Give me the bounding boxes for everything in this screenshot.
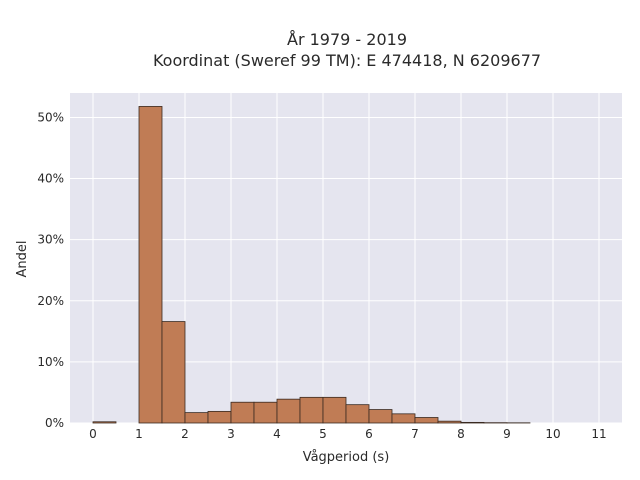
y-tick-label: 50% bbox=[37, 110, 64, 124]
histogram-bar bbox=[184, 412, 209, 424]
x-axis-label: Vågperiod (s) bbox=[303, 450, 390, 465]
x-tick-label: 9 bbox=[503, 427, 511, 441]
x-tick-label: 6 bbox=[365, 427, 373, 441]
x-tick-label: 4 bbox=[273, 427, 281, 441]
y-axis-label: Andel bbox=[15, 241, 30, 278]
histogram-bar bbox=[138, 106, 163, 424]
x-tick-label: 1 bbox=[135, 427, 143, 441]
histogram-bar bbox=[161, 321, 186, 424]
histogram-bar bbox=[391, 413, 416, 424]
histogram-bar bbox=[322, 396, 347, 424]
chart-subtitle: Koordinat (Sweref 99 TM): E 474418, N 62… bbox=[153, 51, 541, 70]
histogram-bar bbox=[276, 398, 301, 424]
histogram-bar bbox=[368, 409, 393, 424]
histogram-bar bbox=[414, 417, 439, 424]
histogram-bar bbox=[437, 420, 462, 424]
x-tick-label: 3 bbox=[227, 427, 235, 441]
y-tick-labels: 0% 10% 20% 30% 40% 50% bbox=[37, 110, 64, 430]
y-tick-label: 10% bbox=[37, 355, 64, 369]
histogram-bar bbox=[345, 404, 370, 424]
x-tick-label: 0 bbox=[89, 427, 97, 441]
histogram-bar bbox=[253, 401, 278, 424]
x-tick-label: 7 bbox=[411, 427, 419, 441]
histogram-bar bbox=[460, 421, 485, 424]
y-tick-label: 20% bbox=[37, 294, 64, 308]
x-tick-label: 5 bbox=[319, 427, 327, 441]
y-tick-label: 30% bbox=[37, 233, 64, 247]
y-tick-label: 40% bbox=[37, 172, 64, 186]
histogram-bar bbox=[92, 421, 117, 424]
chart-title: År 1979 - 2019 bbox=[287, 30, 407, 49]
x-tick-label: 10 bbox=[545, 427, 560, 441]
x-tick-labels: 0 1 2 3 4 5 6 7 8 9 10 11 bbox=[89, 427, 606, 441]
x-tick-label: 11 bbox=[591, 427, 606, 441]
histogram-bar bbox=[207, 410, 232, 424]
x-tick-label: 2 bbox=[181, 427, 189, 441]
histogram-bars bbox=[92, 106, 531, 424]
y-tick-label: 0% bbox=[45, 416, 64, 430]
x-tick-label: 8 bbox=[457, 427, 465, 441]
histogram-bar bbox=[299, 396, 324, 424]
histogram-bar bbox=[230, 401, 255, 424]
